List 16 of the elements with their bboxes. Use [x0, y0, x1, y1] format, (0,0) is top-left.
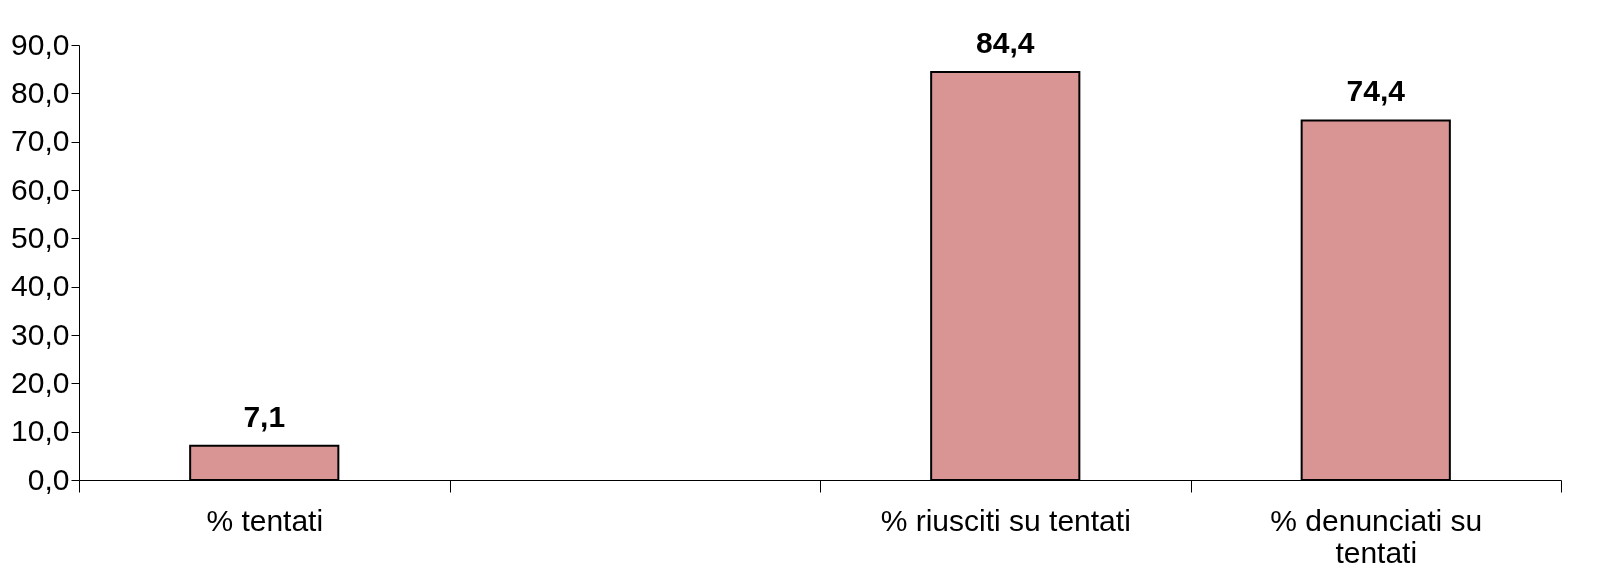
- data-label: 74,4: [1346, 74, 1406, 108]
- data-label: 84,4: [976, 26, 1035, 60]
- y-tick-label: 90,0: [11, 27, 70, 61]
- y-tick-label: 30,0: [11, 317, 70, 351]
- y-tick-label: 60,0: [11, 172, 70, 206]
- y-tick-label: 50,0: [11, 220, 70, 254]
- y-tick-label: 20,0: [11, 365, 70, 399]
- data-label: 7,1: [243, 399, 286, 433]
- x-tick-label: % tentati: [206, 503, 324, 537]
- x-tick-label: % riusciti su tentati: [880, 503, 1131, 537]
- y-tick-label: 70,0: [11, 124, 70, 158]
- y-tick-label: 0,0: [27, 462, 70, 496]
- x-tick-label: % denunciati su tentati: [1270, 503, 1483, 569]
- y-tick-label: 40,0: [11, 269, 70, 303]
- y-tick-label: 10,0: [11, 414, 70, 448]
- y-tick-label: 80,0: [11, 75, 70, 109]
